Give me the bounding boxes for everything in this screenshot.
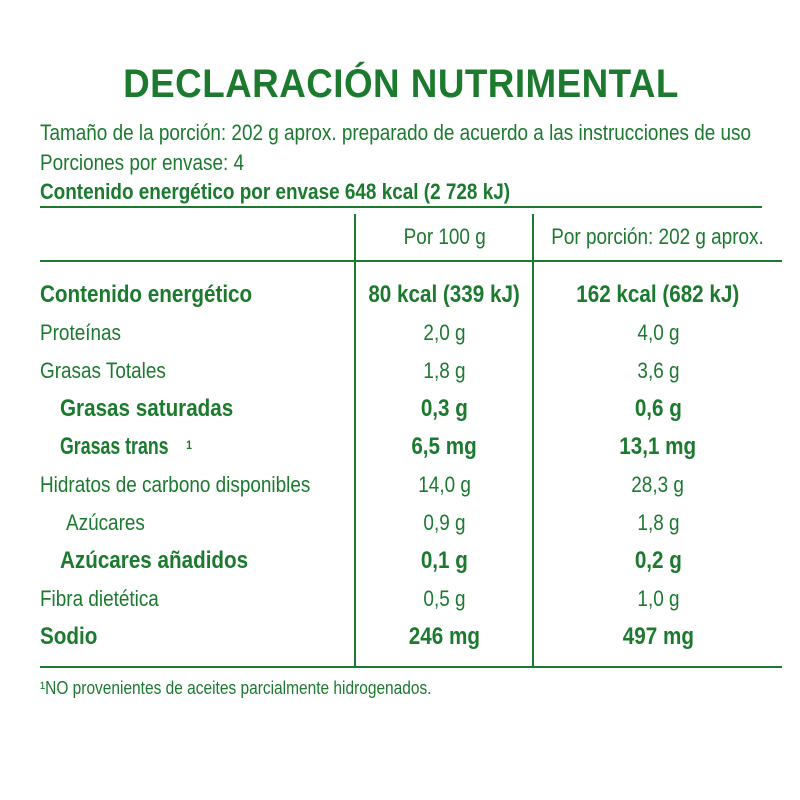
per-serving-value: 1,8 g bbox=[636, 510, 680, 535]
nutrient-label: Azúcares añadidos bbox=[60, 547, 249, 574]
per-serving-value: 0,2 g bbox=[634, 547, 682, 574]
per-100g-value: 0,5 g bbox=[354, 580, 535, 618]
header-per-serving: Por porción: 202 g aprox. bbox=[533, 214, 782, 262]
energy-per-container: Contenido energético por envase 648 kcal… bbox=[40, 179, 511, 204]
per-serving-value: 497 mg bbox=[533, 618, 782, 668]
per-serving-value: 3,6 g bbox=[636, 358, 680, 383]
nutrient-name: Grasas trans bbox=[60, 433, 169, 460]
per-100g-value: 2,0 g bbox=[354, 314, 535, 352]
per-serving-value: 0,6 g bbox=[634, 395, 682, 422]
per-100g-value: 246 mg bbox=[354, 618, 535, 668]
nutrient-label: Fibra dietética bbox=[40, 586, 159, 611]
table-row: Grasas trans 1 6,5 mg 13,1 mg bbox=[40, 428, 782, 466]
per-100g-value: 80 kcal (339 kJ) bbox=[354, 261, 535, 314]
table-row: Proteínas 2,0 g 4,0 g bbox=[40, 314, 782, 352]
top-rule bbox=[40, 206, 762, 208]
table-row: Azúcares 0,9 g 1,8 g bbox=[40, 504, 782, 542]
servings-per-container: Porciones por envase: 4 bbox=[40, 150, 245, 175]
serving-size: Tamaño de la porción: 202 g aprox. prepa… bbox=[40, 120, 752, 145]
nutrient-label: Grasas trans 1 bbox=[40, 428, 355, 466]
table-row: Contenido energético 80 kcal (339 kJ) 16… bbox=[40, 261, 782, 314]
table-row: Grasas saturadas 0,3 g 0,6 g bbox=[40, 390, 782, 428]
per-serving-value: 13,1 mg bbox=[619, 433, 697, 460]
nutrient-label: Sodio bbox=[40, 618, 356, 668]
header-per-100g: Por 100 g bbox=[354, 214, 535, 262]
table-row: Azúcares añadidos 0,1 g 0,2 g bbox=[40, 542, 782, 580]
nutrient-label: Contenido energético bbox=[40, 281, 253, 308]
nutrient-label: Azúcares bbox=[66, 510, 145, 535]
footnote-marker: 1 bbox=[186, 438, 192, 452]
per-100g-value: 6,5 mg bbox=[354, 428, 535, 466]
per-serving-value: 28,3 g bbox=[631, 472, 685, 497]
nutrient-label: Proteínas bbox=[40, 320, 121, 345]
nutrient-label: Hidratos de carbono disponibles bbox=[40, 472, 311, 497]
table-row: Sodio 246 mg 497 mg bbox=[40, 618, 782, 668]
header-nutrient bbox=[40, 214, 356, 262]
per-serving-value: 162 kcal (682 kJ) bbox=[576, 281, 740, 308]
table-row: Grasas Totales 1,8 g 3,6 g bbox=[40, 352, 782, 390]
per-100g-value: 0,1 g bbox=[354, 542, 535, 580]
per-100g-value: 1,8 g bbox=[354, 352, 535, 390]
per-100g-value: 0,9 g bbox=[354, 504, 535, 542]
footnote: ¹NO provenientes de aceites parcialmente… bbox=[40, 678, 432, 698]
nutrient-label: Grasas saturadas bbox=[60, 395, 234, 422]
nutrient-label: Grasas Totales bbox=[40, 358, 166, 383]
nutrition-label: DECLARACIÓN NUTRIMENTAL Tamaño de la por… bbox=[40, 58, 782, 699]
table-row: Hidratos de carbono disponibles 14,0 g 2… bbox=[40, 466, 782, 504]
label-title: DECLARACIÓN NUTRIMENTAL bbox=[123, 62, 679, 106]
table-row: Fibra dietética 0,5 g 1,0 g bbox=[40, 580, 782, 618]
per-serving-value: 1,0 g bbox=[636, 586, 680, 611]
table-header-row: Por 100 g Por porción: 202 g aprox. bbox=[40, 214, 782, 262]
per-serving-value: 4,0 g bbox=[636, 320, 680, 345]
per-100g-value: 0,3 g bbox=[354, 390, 535, 428]
nutrition-table: Por 100 g Por porción: 202 g aprox. Cont… bbox=[40, 214, 782, 668]
per-100g-value: 14,0 g bbox=[354, 466, 535, 504]
